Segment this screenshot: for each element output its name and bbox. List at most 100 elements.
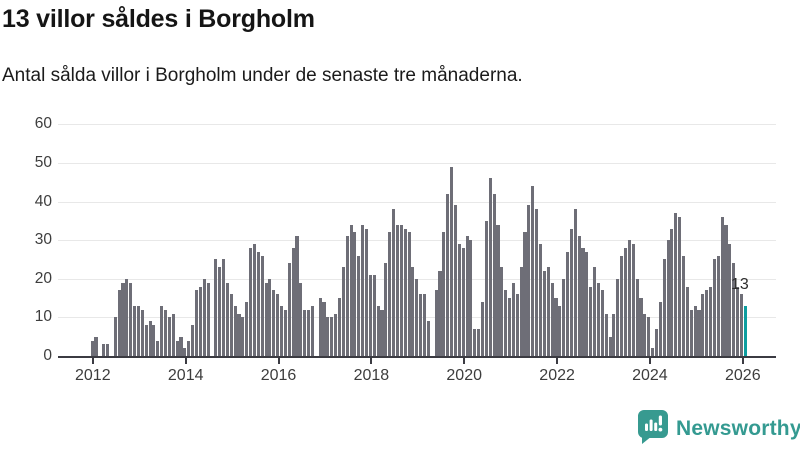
bar [724, 224, 728, 356]
bar [225, 282, 229, 356]
bar [469, 240, 473, 356]
newsworthy-speech-bubble-chart-icon [637, 409, 668, 449]
bar [542, 271, 546, 356]
bar [739, 294, 744, 356]
x-tick [91, 358, 94, 364]
bar [125, 278, 129, 356]
bar [465, 236, 469, 356]
bar [140, 309, 144, 356]
bar [160, 305, 164, 356]
bar [569, 228, 573, 356]
bar [229, 294, 233, 356]
bar [268, 278, 272, 356]
bar [600, 290, 604, 356]
bar [627, 240, 631, 356]
bar [608, 336, 612, 356]
bar [620, 255, 624, 356]
bar [670, 228, 674, 356]
bar [403, 228, 407, 356]
bar [697, 309, 701, 356]
bar [585, 251, 589, 356]
bar [558, 305, 562, 356]
y-tick-label: 20 [34, 269, 52, 287]
bar [504, 290, 508, 356]
bar [500, 267, 504, 356]
bar [674, 213, 678, 356]
x-axis-line [58, 356, 776, 358]
y-tick-label: 60 [34, 115, 52, 133]
bar [461, 247, 465, 356]
bar [129, 282, 133, 356]
bar [156, 340, 160, 356]
bar [330, 317, 334, 356]
bar [179, 336, 183, 356]
bar [616, 278, 620, 356]
y-gridline [58, 240, 776, 242]
bar [612, 313, 616, 356]
bar [361, 224, 365, 356]
bar [484, 220, 488, 356]
bar [546, 267, 550, 356]
bar [349, 224, 353, 356]
bar [307, 309, 311, 356]
bar [144, 325, 148, 356]
page-title: 13 villor såldes i Borgholm [2, 5, 315, 33]
bar [380, 309, 384, 356]
bar [623, 247, 628, 356]
bar [419, 294, 423, 356]
bar [720, 216, 724, 356]
bar [237, 313, 241, 356]
y-gridline [58, 201, 776, 203]
x-tick [648, 358, 651, 364]
bar [666, 240, 670, 356]
bar [477, 329, 481, 356]
bar [299, 282, 303, 356]
y-tick-label: 0 [43, 347, 52, 364]
bar [233, 305, 237, 356]
x-tick-label: 2022 [539, 367, 575, 384]
bar [291, 247, 295, 356]
bar [276, 294, 280, 356]
x-tick-label: 2026 [725, 367, 761, 384]
bar [647, 317, 651, 356]
bar [187, 340, 191, 356]
bar [395, 224, 399, 356]
bar [457, 244, 461, 356]
x-tick-label: 2020 [446, 367, 482, 384]
bar [662, 259, 666, 356]
bar [287, 263, 291, 356]
x-tick-label: 2016 [260, 367, 297, 384]
bar [249, 247, 253, 356]
x-tick [741, 358, 744, 364]
page-subtitle: Antal sålda villor i Borgholm under de s… [2, 65, 523, 86]
bar [411, 267, 415, 356]
bar [709, 286, 713, 356]
bar [256, 251, 260, 356]
bar [658, 301, 662, 356]
bar [260, 255, 264, 356]
highlight-bar [743, 305, 747, 356]
bar [368, 274, 372, 356]
bar [214, 259, 218, 356]
y-tick-label: 40 [34, 192, 52, 210]
bar [639, 298, 643, 356]
bar [221, 259, 226, 356]
bar [388, 232, 392, 356]
x-tick-label: 2024 [632, 367, 668, 384]
bar [651, 348, 655, 356]
bar [732, 263, 736, 356]
bar [399, 224, 403, 356]
bar [689, 309, 693, 356]
bar [705, 290, 709, 356]
bar [426, 321, 430, 356]
bar [241, 317, 245, 356]
bar [303, 309, 307, 356]
bar [581, 247, 585, 356]
bar [372, 274, 376, 356]
bar [365, 228, 369, 356]
bar [434, 290, 438, 356]
bar [519, 267, 523, 356]
newsworthy-logo[interactable]: Newsworthy [637, 409, 800, 449]
x-tick-label: 2018 [353, 367, 390, 384]
